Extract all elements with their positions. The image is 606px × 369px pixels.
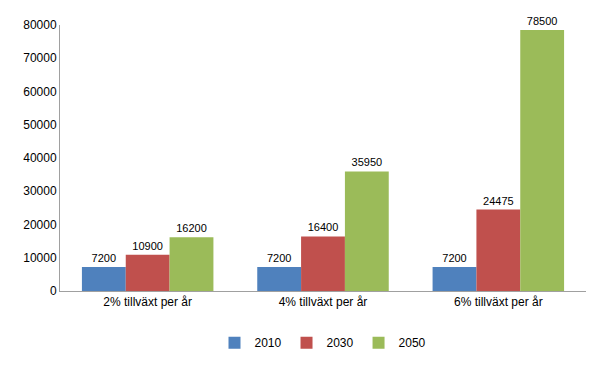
svg-text:35950: 35950: [352, 156, 383, 168]
svg-text:2% tillväxt per år: 2% tillväxt per år: [103, 295, 192, 309]
svg-text:20000: 20000: [23, 218, 57, 232]
svg-text:60000: 60000: [23, 85, 57, 99]
svg-text:30000: 30000: [23, 184, 57, 198]
svg-text:40000: 40000: [23, 151, 57, 165]
svg-text:7200: 7200: [442, 252, 466, 264]
svg-text:2010: 2010: [255, 336, 282, 350]
svg-text:80000: 80000: [23, 18, 57, 32]
svg-text:70000: 70000: [23, 51, 57, 65]
svg-text:7200: 7200: [267, 252, 291, 264]
svg-text:16400: 16400: [308, 221, 339, 233]
svg-text:2030: 2030: [327, 336, 354, 350]
svg-text:10900: 10900: [132, 240, 163, 252]
svg-text:10000: 10000: [23, 251, 57, 265]
svg-text:0: 0: [50, 284, 57, 298]
svg-text:24475: 24475: [483, 195, 514, 207]
svg-text:2050: 2050: [399, 336, 426, 350]
svg-text:4% tillväxt per år: 4% tillväxt per år: [279, 295, 368, 309]
svg-text:50000: 50000: [23, 118, 57, 132]
svg-text:7200: 7200: [92, 252, 116, 264]
svg-text:78500: 78500: [527, 15, 558, 27]
svg-text:6% tillväxt per år: 6% tillväxt per år: [454, 295, 543, 309]
svg-text:16200: 16200: [176, 222, 207, 234]
